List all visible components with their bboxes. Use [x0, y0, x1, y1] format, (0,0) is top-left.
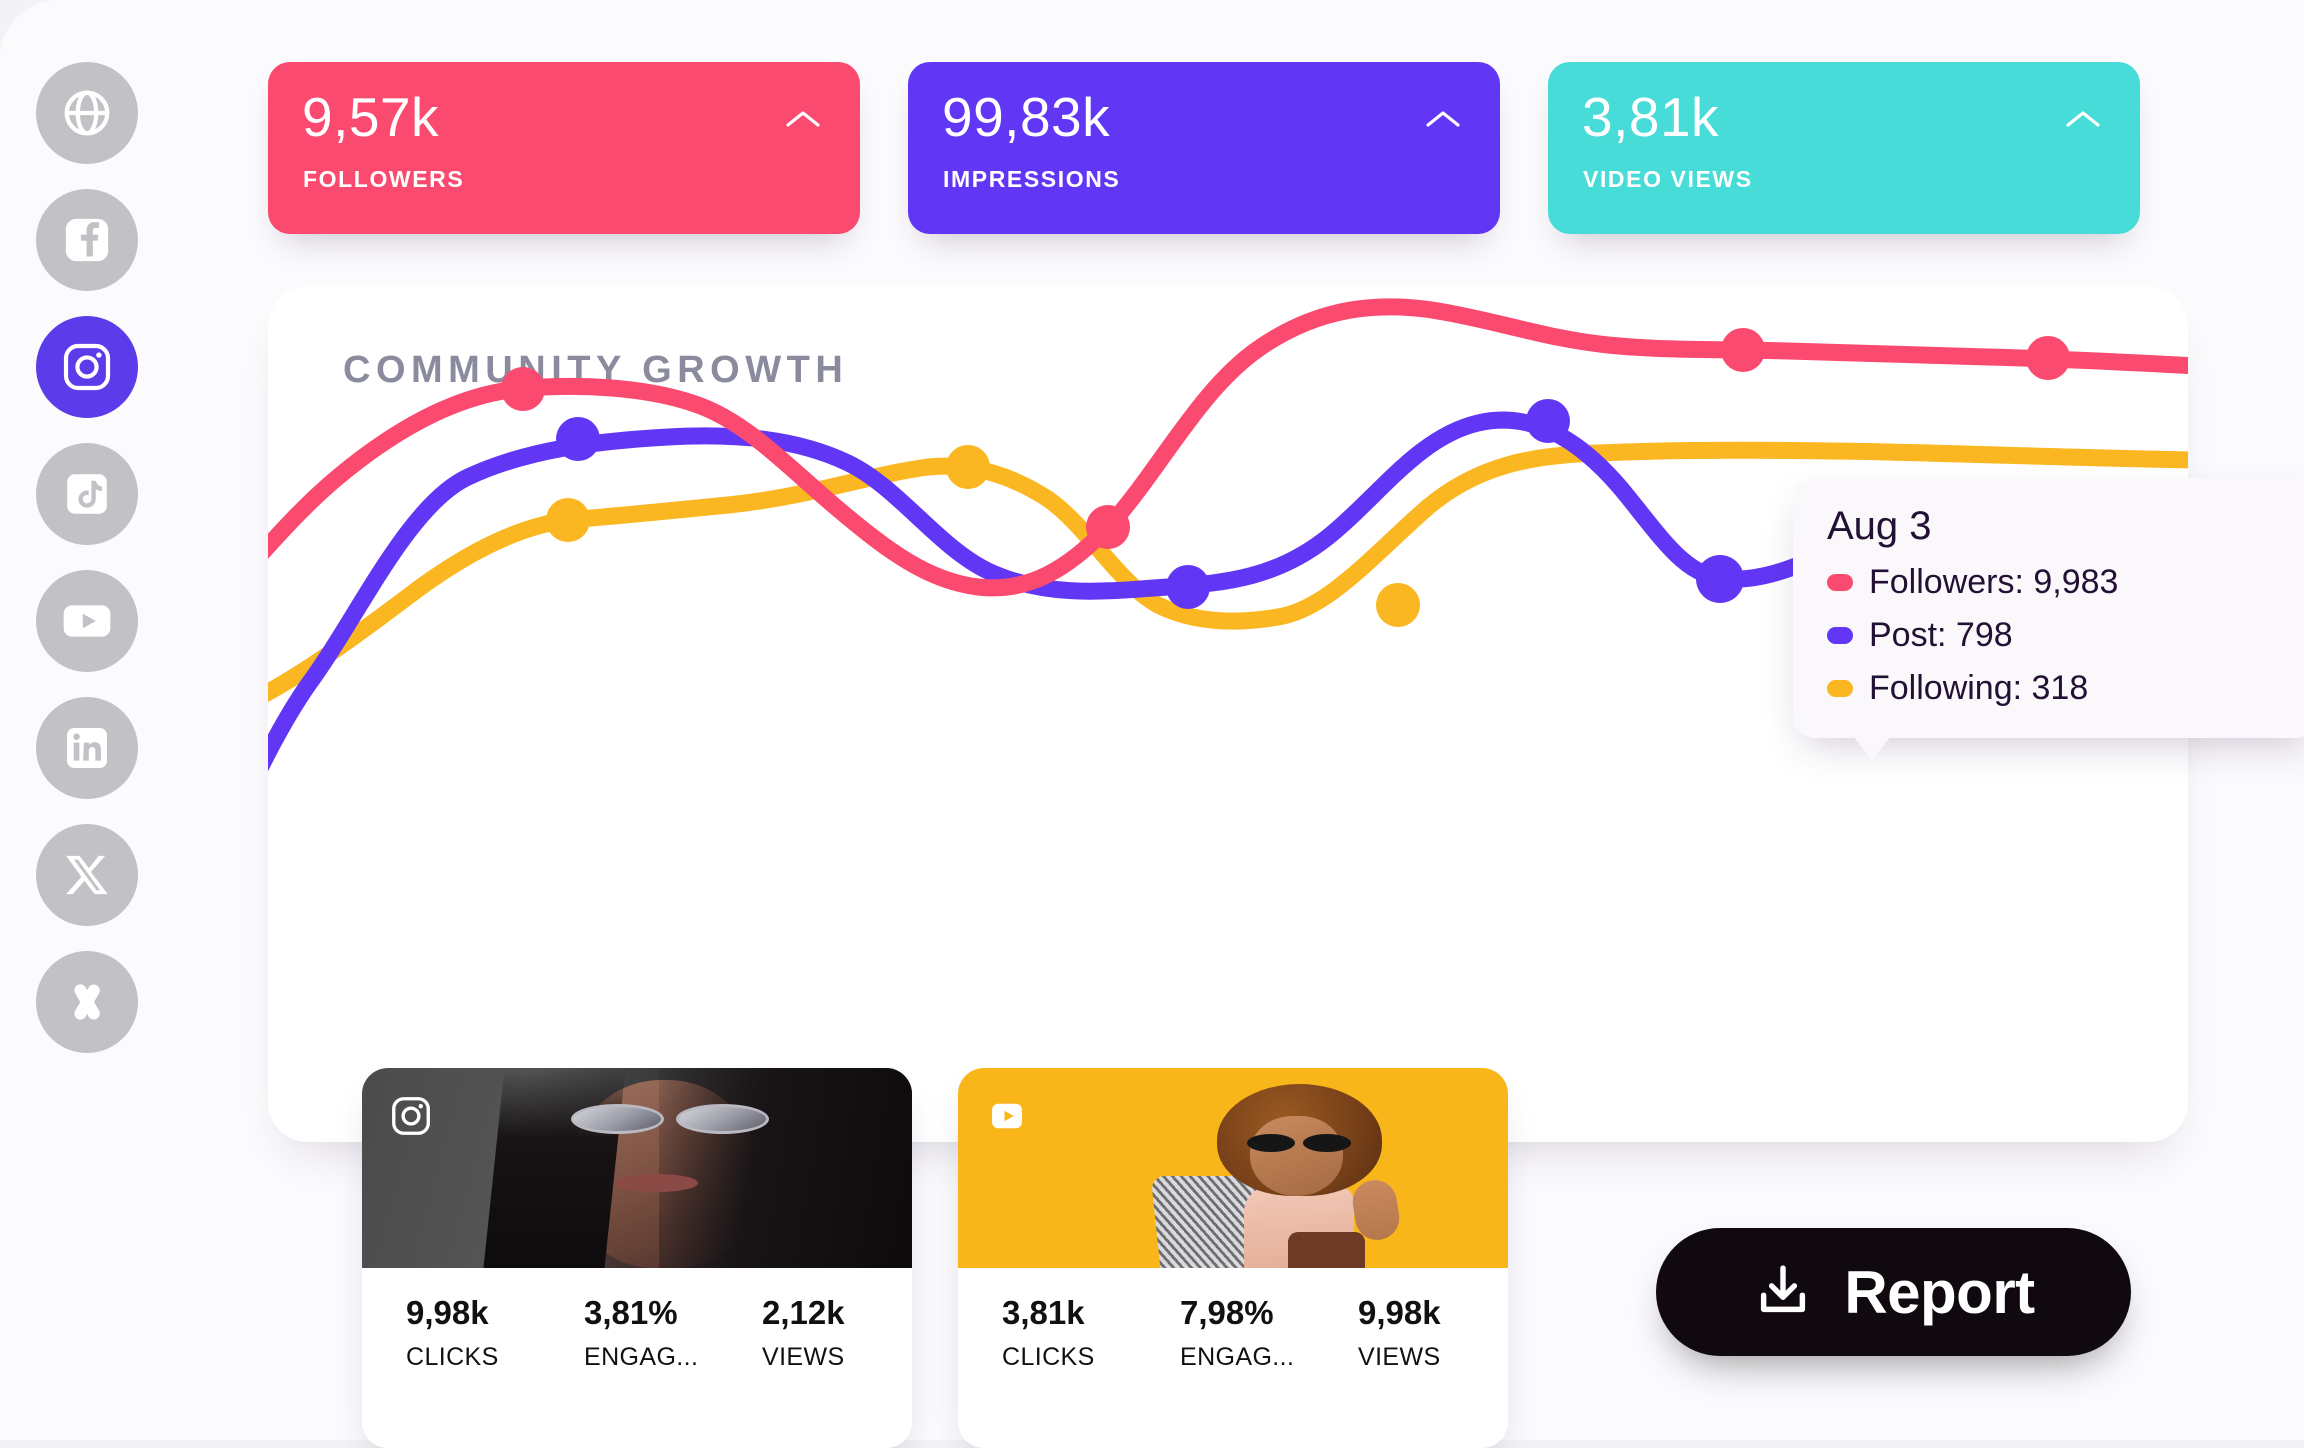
data-point — [2026, 336, 2070, 380]
post-stat-clicks: 9,98k CLICKS — [406, 1294, 528, 1372]
tooltip-row-followers: Followers: 9,983 — [1827, 563, 2289, 602]
chevron-up-icon[interactable] — [782, 104, 824, 134]
sidebar-item-instagram[interactable] — [36, 316, 138, 418]
tooltip-row-following: Following: 318 — [1827, 669, 2289, 708]
youtube-icon — [984, 1093, 1030, 1139]
data-point — [546, 498, 590, 542]
post-stat-label: VIEWS — [762, 1342, 845, 1371]
stat-card-impressions[interactable]: 99,83k IMPRESSIONS — [908, 62, 1500, 234]
post-stat-value: 3,81% — [584, 1294, 678, 1331]
stat-label: IMPRESSIONS — [943, 166, 1121, 192]
instagram-icon — [59, 339, 115, 395]
legend-dot-followers — [1827, 574, 1853, 591]
social-sidebar — [35, 62, 139, 1053]
post-stats-row: 3,81k CLICKS 7,98% ENGAG... 9,98k VIEWS — [958, 1268, 1508, 1372]
post-image — [362, 1068, 912, 1268]
post-stat-label: CLICKS — [406, 1342, 499, 1371]
post-image — [958, 1068, 1508, 1268]
facebook-icon — [60, 213, 114, 267]
data-point — [1086, 505, 1130, 549]
report-button-label: Report — [1844, 1258, 2035, 1326]
sidebar-item-facebook[interactable] — [36, 189, 138, 291]
youtube-icon — [59, 593, 115, 649]
globe-icon — [60, 86, 114, 140]
tooltip-date: Aug 3 — [1827, 504, 1932, 548]
data-point — [501, 367, 545, 411]
post-stat-value: 9,98k — [1358, 1294, 1441, 1331]
post-stats-row: 9,98k CLICKS 3,81% ENGAG... 2,12k VIEWS — [362, 1268, 912, 1372]
tiktok-icon — [60, 467, 114, 521]
post-stat-views: 2,12k VIEWS — [762, 1294, 884, 1372]
tooltip-pointer — [1853, 736, 1891, 760]
data-point — [946, 445, 990, 489]
sidebar-item-globe[interactable] — [36, 62, 138, 164]
post-stat-value: 9,98k — [406, 1294, 489, 1331]
instagram-icon — [388, 1093, 434, 1139]
chart-tooltip: Aug 3 Followers: 9,983 Post: 798 Followi… — [1793, 478, 2304, 760]
data-point — [1721, 328, 1765, 372]
data-point — [1166, 565, 1210, 609]
legend-dot-following — [1827, 680, 1853, 697]
post-stat-value: 7,98% — [1180, 1294, 1274, 1331]
tooltip-following-text: Following: 318 — [1869, 669, 2089, 707]
tooltip-row-post: Post: 798 — [1827, 616, 2289, 655]
tooltip-followers-text: Followers: 9,983 — [1869, 563, 2119, 601]
post-stat-value: 3,81k — [1002, 1294, 1085, 1331]
linkedin-icon — [60, 721, 114, 775]
post-stat-views: 9,98k VIEWS — [1358, 1294, 1480, 1372]
stat-card-row: 9,57k FOLLOWERS 99,83k IMPRESSIONS 3,81k… — [268, 62, 2140, 234]
stat-card-video-views[interactable]: 3,81k VIDEO VIEWS — [1548, 62, 2140, 234]
stat-value: 9,57k — [302, 86, 440, 148]
stat-card-followers[interactable]: 9,57k FOLLOWERS — [268, 62, 860, 234]
google-ads-icon — [60, 975, 114, 1029]
post-stat-label: ENGAG... — [584, 1342, 699, 1371]
sidebar-item-youtube[interactable] — [36, 570, 138, 672]
post-stat-value: 2,12k — [762, 1294, 845, 1331]
data-point-selected — [1696, 555, 1744, 603]
tooltip-post-text: Post: 798 — [1869, 616, 2013, 654]
sidebar-item-linkedin[interactable] — [36, 697, 138, 799]
post-card-youtube[interactable]: 3,81k CLICKS 7,98% ENGAG... 9,98k VIEWS — [958, 1068, 1508, 1448]
post-stat-engagement: 7,98% ENGAG... — [1180, 1294, 1302, 1372]
x-icon — [62, 850, 112, 900]
stat-label: VIDEO VIEWS — [1583, 166, 1753, 192]
stat-value: 99,83k — [942, 86, 1111, 148]
download-icon — [1752, 1259, 1814, 1326]
data-point — [1376, 583, 1420, 627]
stat-label: FOLLOWERS — [303, 166, 465, 192]
sidebar-item-x[interactable] — [36, 824, 138, 926]
chevron-up-icon[interactable] — [2062, 104, 2104, 134]
post-stat-label: ENGAG... — [1180, 1342, 1295, 1371]
chevron-up-icon[interactable] — [1422, 104, 1464, 134]
post-card-instagram[interactable]: 9,98k CLICKS 3,81% ENGAG... 2,12k VIEWS — [362, 1068, 912, 1448]
sidebar-item-tiktok[interactable] — [36, 443, 138, 545]
sidebar-item-googleads[interactable] — [36, 951, 138, 1053]
data-point — [1526, 399, 1570, 443]
post-stat-engagement: 3,81% ENGAG... — [584, 1294, 706, 1372]
post-thumbnail — [958, 1068, 1508, 1268]
report-button[interactable]: Report — [1656, 1228, 2131, 1356]
legend-dot-post — [1827, 627, 1853, 644]
post-stat-label: VIEWS — [1358, 1342, 1441, 1371]
stat-value: 3,81k — [1582, 86, 1720, 148]
post-thumbnail — [362, 1068, 912, 1268]
post-stat-clicks: 3,81k CLICKS — [1002, 1294, 1124, 1372]
post-stat-label: CLICKS — [1002, 1342, 1095, 1371]
data-point — [556, 417, 600, 461]
